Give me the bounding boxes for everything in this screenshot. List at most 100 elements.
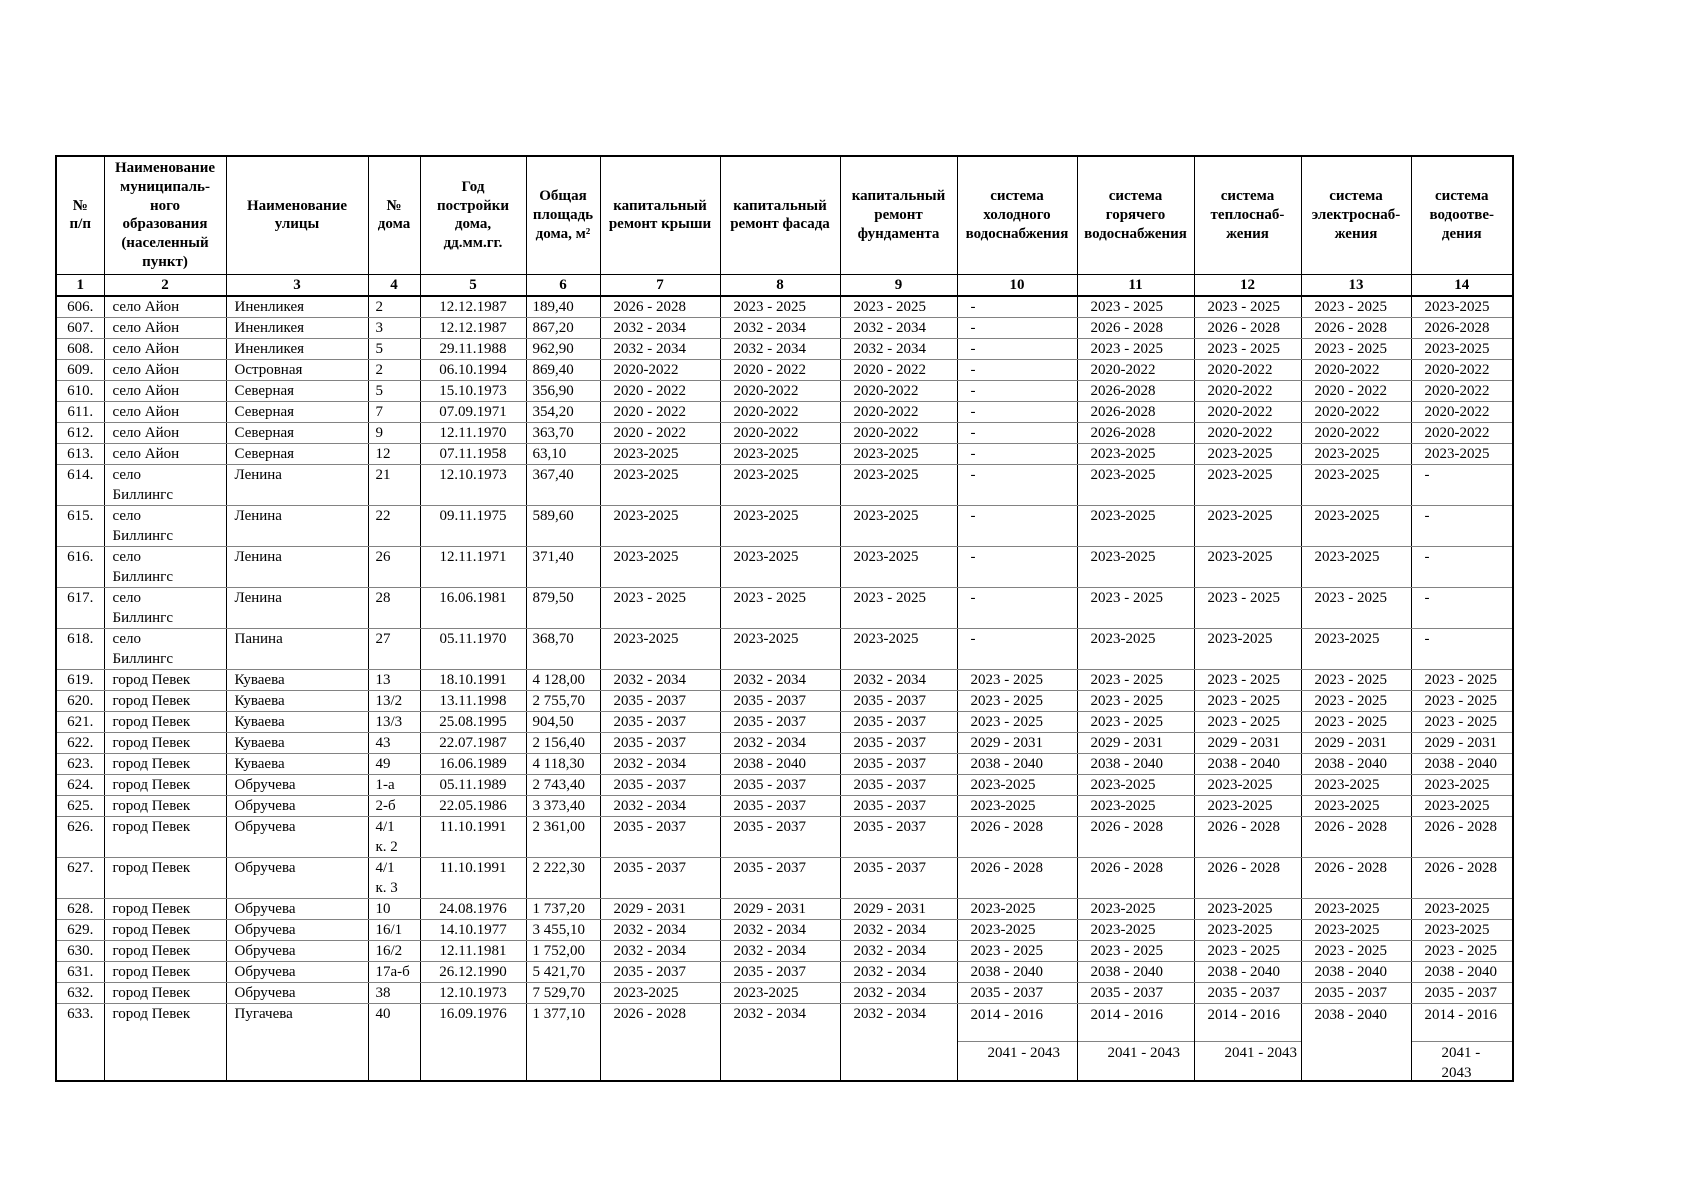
table-row: 620. город Певек Куваева 13/2 13.11.1998 2 75… — [55, 690, 1514, 713]
cell-col-13: 2026 - 2028 — [1300, 816, 1412, 859]
cell-col-3: Обручева — [225, 857, 369, 900]
cell-col-5: 12.11.1981 — [419, 940, 527, 963]
table-row: 609. село Айон Островная 2 06.10.1994 869,40 2… — [55, 359, 1514, 382]
cell-col-1: 614. — [55, 464, 105, 507]
cell-col-8: 2023-2025 — [719, 464, 841, 507]
cell-col-12: 2023-2025 — [1193, 919, 1302, 942]
cell-col-9: 2032 - 2034 — [839, 669, 958, 692]
cell-col-14: 2023 - 2025 — [1410, 669, 1514, 692]
cell-col-10: 2023 - 2025 — [956, 690, 1078, 713]
cell-col-7: 2023 - 2025 — [599, 587, 721, 630]
cell-col-2: город Певек — [103, 774, 227, 797]
table-row: 623. город Певек Куваева 49 16.06.1989 4 118,… — [55, 753, 1514, 776]
cell-col-9: 2032 - 2034 — [839, 1003, 958, 1082]
cell-col-12: 2029 - 2031 — [1193, 732, 1302, 755]
cell-col-14: 2023-2025 — [1410, 898, 1514, 921]
cell-col-7: 2035 - 2037 — [599, 711, 721, 734]
cell-col-6: 5 421,70 — [525, 961, 601, 984]
cell-col-8: 2032 - 2034 — [719, 919, 841, 942]
split-cell-top: 2014 - 2016 — [1077, 1004, 1194, 1043]
cell-col-5: 12.12.1987 — [419, 295, 527, 319]
cell-col-11: 2023-2025 — [1076, 774, 1195, 797]
cell-col-8: 2032 - 2034 — [719, 338, 841, 361]
cell-col-10: 2035 - 2037 — [956, 982, 1078, 1005]
cell-col-3: Пугачева — [225, 1003, 369, 1082]
cell-col-2: город Певек — [103, 919, 227, 942]
col-number-5: 5 — [419, 273, 527, 298]
table-row: 629. город Певек Обручева 16/1 14.10.1977 3 4… — [55, 919, 1514, 942]
cell-col-11: 2023 - 2025 — [1076, 669, 1195, 692]
cell-col-8: 2038 - 2040 — [719, 753, 841, 776]
table-row: 606. село Айон Иненликея 2 12.12.1987 189,40 2… — [55, 295, 1514, 319]
cell-col-5: 22.05.1986 — [419, 795, 527, 818]
cell-col-3: Обручева — [225, 919, 369, 942]
cell-col-7: 2035 - 2037 — [599, 774, 721, 797]
cell-col-10: - — [956, 401, 1078, 424]
cell-col-4: 2 — [367, 359, 421, 382]
cell-col-3: Обручева — [225, 898, 369, 921]
table-row: 619. город Певек Куваева 13 18.10.1991 4 128,… — [55, 669, 1514, 692]
cell-col-3: Куваева — [225, 753, 369, 776]
cell-col-6: 1 377,10 — [525, 1003, 601, 1082]
cell-col-12: 2023-2025 — [1193, 443, 1302, 466]
split-cell-top: 2014 - 2016 — [1194, 1004, 1301, 1043]
cell-col-5: 25.08.1995 — [419, 711, 527, 734]
cell-col-5: 12.10.1973 — [419, 464, 527, 507]
cell-col-10: 2038 - 2040 — [956, 753, 1078, 776]
cell-col-6: 7 529,70 — [525, 982, 601, 1005]
cell-col-10: 2026 - 2028 — [956, 816, 1078, 859]
cell-col-3: Обручева — [225, 961, 369, 984]
cell-col-4: 28 — [367, 587, 421, 630]
cell-col-2: город Певек — [103, 732, 227, 755]
table-row: 618. село Биллингс Панина 27 05.11.1970 368,7… — [55, 628, 1514, 671]
cell-col-2: город Певек — [103, 753, 227, 776]
cell-col-5: 16.06.1981 — [419, 587, 527, 630]
cell-col-8: 2035 - 2037 — [719, 795, 841, 818]
cell-col-1: 606. — [55, 295, 105, 319]
cell-col-2: село Айон — [103, 380, 227, 403]
cell-col-12: 2023-2025 — [1193, 898, 1302, 921]
cell-col-12: 2038 - 2040 — [1193, 753, 1302, 776]
cell-col-3: Островная — [225, 359, 369, 382]
cell-col-12: 2038 - 2040 — [1193, 961, 1302, 984]
table-row: 628. город Певек Обручева 10 24.08.1976 1 737… — [55, 898, 1514, 921]
table-row: 630. город Певек Обручева 16/2 12.11.1981 1 7… — [55, 940, 1514, 963]
split-cell-bottom: 2041 - 2043 — [987, 1045, 1061, 1062]
table-row: 608. село Айон Иненликея 5 29.11.1988 962,90 2… — [55, 338, 1514, 361]
cell-col-11: 2026 - 2028 — [1076, 317, 1195, 340]
cell-col-6: 4 128,00 — [525, 669, 601, 692]
cell-col-5: 18.10.1991 — [419, 669, 527, 692]
table-row: 615. село Биллингс Ленина 22 09.11.1975 589,6… — [55, 505, 1514, 548]
cell-col-1: 621. — [55, 711, 105, 734]
cell-col-6: 2 743,40 — [525, 774, 601, 797]
cell-col-13: 2023 - 2025 — [1300, 690, 1412, 713]
cell-col-3: Иненликея — [225, 338, 369, 361]
cell-col-7: 2023-2025 — [599, 546, 721, 589]
cell-col-2: село Биллингс — [103, 505, 227, 548]
cell-col-6: 354,20 — [525, 401, 601, 424]
cell-col-14: 2023 - 2025 — [1410, 690, 1514, 713]
cell-col-1: 628. — [55, 898, 105, 921]
cell-col-7: 2023-2025 — [599, 982, 721, 1005]
cell-col-14: 2023-2025 — [1410, 795, 1514, 818]
cell-col-10: - — [956, 338, 1078, 361]
cell-col-8: 2035 - 2037 — [719, 690, 841, 713]
cell-col-10: 2023-2025 — [956, 795, 1078, 818]
cell-col-2: село Биллингс — [103, 587, 227, 630]
cell-col-13: 2020-2022 — [1300, 401, 1412, 424]
col-number-9: 9 — [839, 273, 958, 298]
cell-col-5: 14.10.1977 — [419, 919, 527, 942]
cell-col-5: 12.12.1987 — [419, 317, 527, 340]
cell-col-10: - — [956, 464, 1078, 507]
cell-col-4: 16/2 — [367, 940, 421, 963]
cell-col-10: 2023-2025 — [956, 774, 1078, 797]
cell-col-14: 2020-2022 — [1410, 359, 1514, 382]
cell-col-7: 2026 - 2028 — [599, 1003, 721, 1082]
cell-col-8: 2032 - 2034 — [719, 732, 841, 755]
cell-col-14: 2023-2025 — [1410, 443, 1514, 466]
cell-col-9: 2032 - 2034 — [839, 919, 958, 942]
cell-col-4: 5 — [367, 338, 421, 361]
cell-col-7: 2032 - 2034 — [599, 317, 721, 340]
cell-col-2: город Певек — [103, 816, 227, 859]
cell-col-8: 2029 - 2031 — [719, 898, 841, 921]
